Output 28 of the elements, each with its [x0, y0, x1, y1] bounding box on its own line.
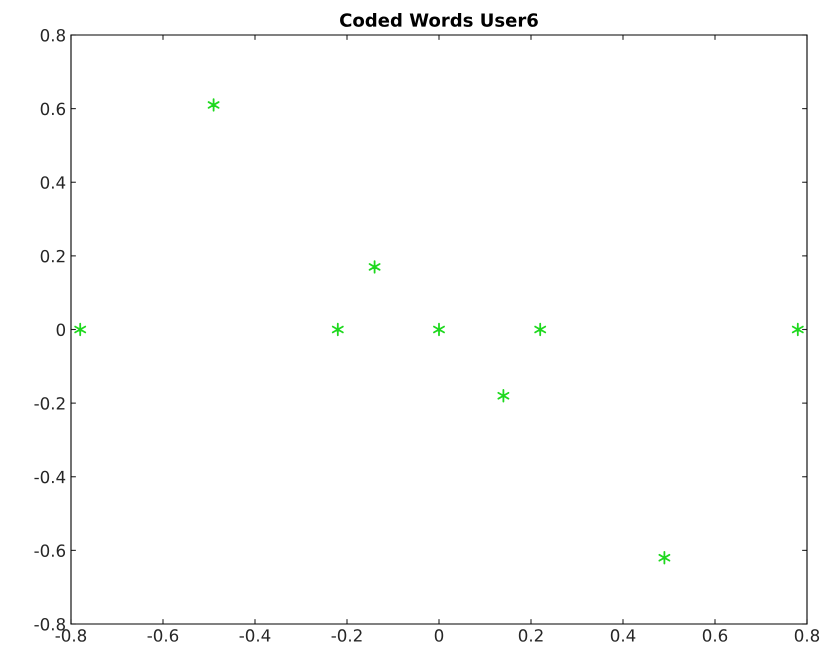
- y-tick-label: -0.8: [34, 618, 65, 631]
- point: [74, 322, 86, 336]
- y-tick-label: 0.6: [40, 102, 66, 116]
- y-tick-label: -0.6: [34, 544, 66, 557]
- y-tick-label: -0.4: [34, 470, 66, 484]
- point: [332, 322, 344, 336]
- point: [534, 322, 546, 336]
- point: [433, 322, 445, 336]
- x-tick-label: 0.8: [794, 629, 820, 642]
- point: [658, 551, 670, 564]
- x-tick-label: -0.8: [56, 629, 86, 642]
- point: [792, 322, 804, 336]
- y-tick-label: -0.2: [34, 397, 64, 410]
- x-tick-label: 0.6: [702, 629, 728, 642]
- point: [368, 260, 381, 274]
- y-tick-label: 0.4: [40, 176, 66, 189]
- chart-title: Coded Words User6: [340, 12, 538, 27]
- x-tick-label: -0.6: [148, 629, 178, 642]
- x-tick-label: 0.2: [518, 629, 543, 642]
- x-tick-label: 0.4: [610, 629, 636, 642]
- point: [208, 98, 220, 112]
- x-tick-label: 0: [434, 629, 444, 642]
- y-tick-label: 0: [56, 323, 66, 336]
- x-tick-label: -0.2: [332, 629, 362, 642]
- y-tick-label: 0.2: [40, 250, 64, 262]
- point: [497, 389, 510, 402]
- y-tick-label: 0.8: [40, 28, 65, 42]
- x-tick-label: -0.4: [240, 629, 270, 642]
